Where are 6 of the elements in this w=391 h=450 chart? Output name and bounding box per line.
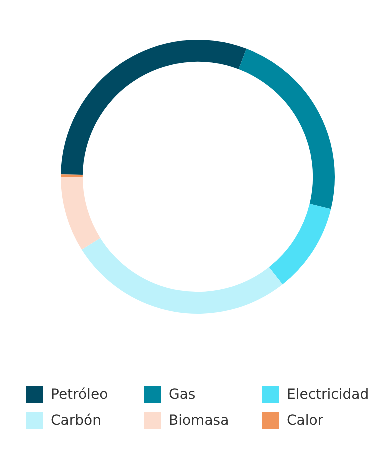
legend-label: Gas [169, 386, 196, 402]
legend-label: Petróleo [51, 386, 108, 402]
legend-label: Carbón [51, 412, 102, 428]
legend-label: Biomasa [169, 412, 230, 428]
legend-label: Calor [287, 412, 324, 428]
legend-label: Electricidad [287, 386, 370, 402]
